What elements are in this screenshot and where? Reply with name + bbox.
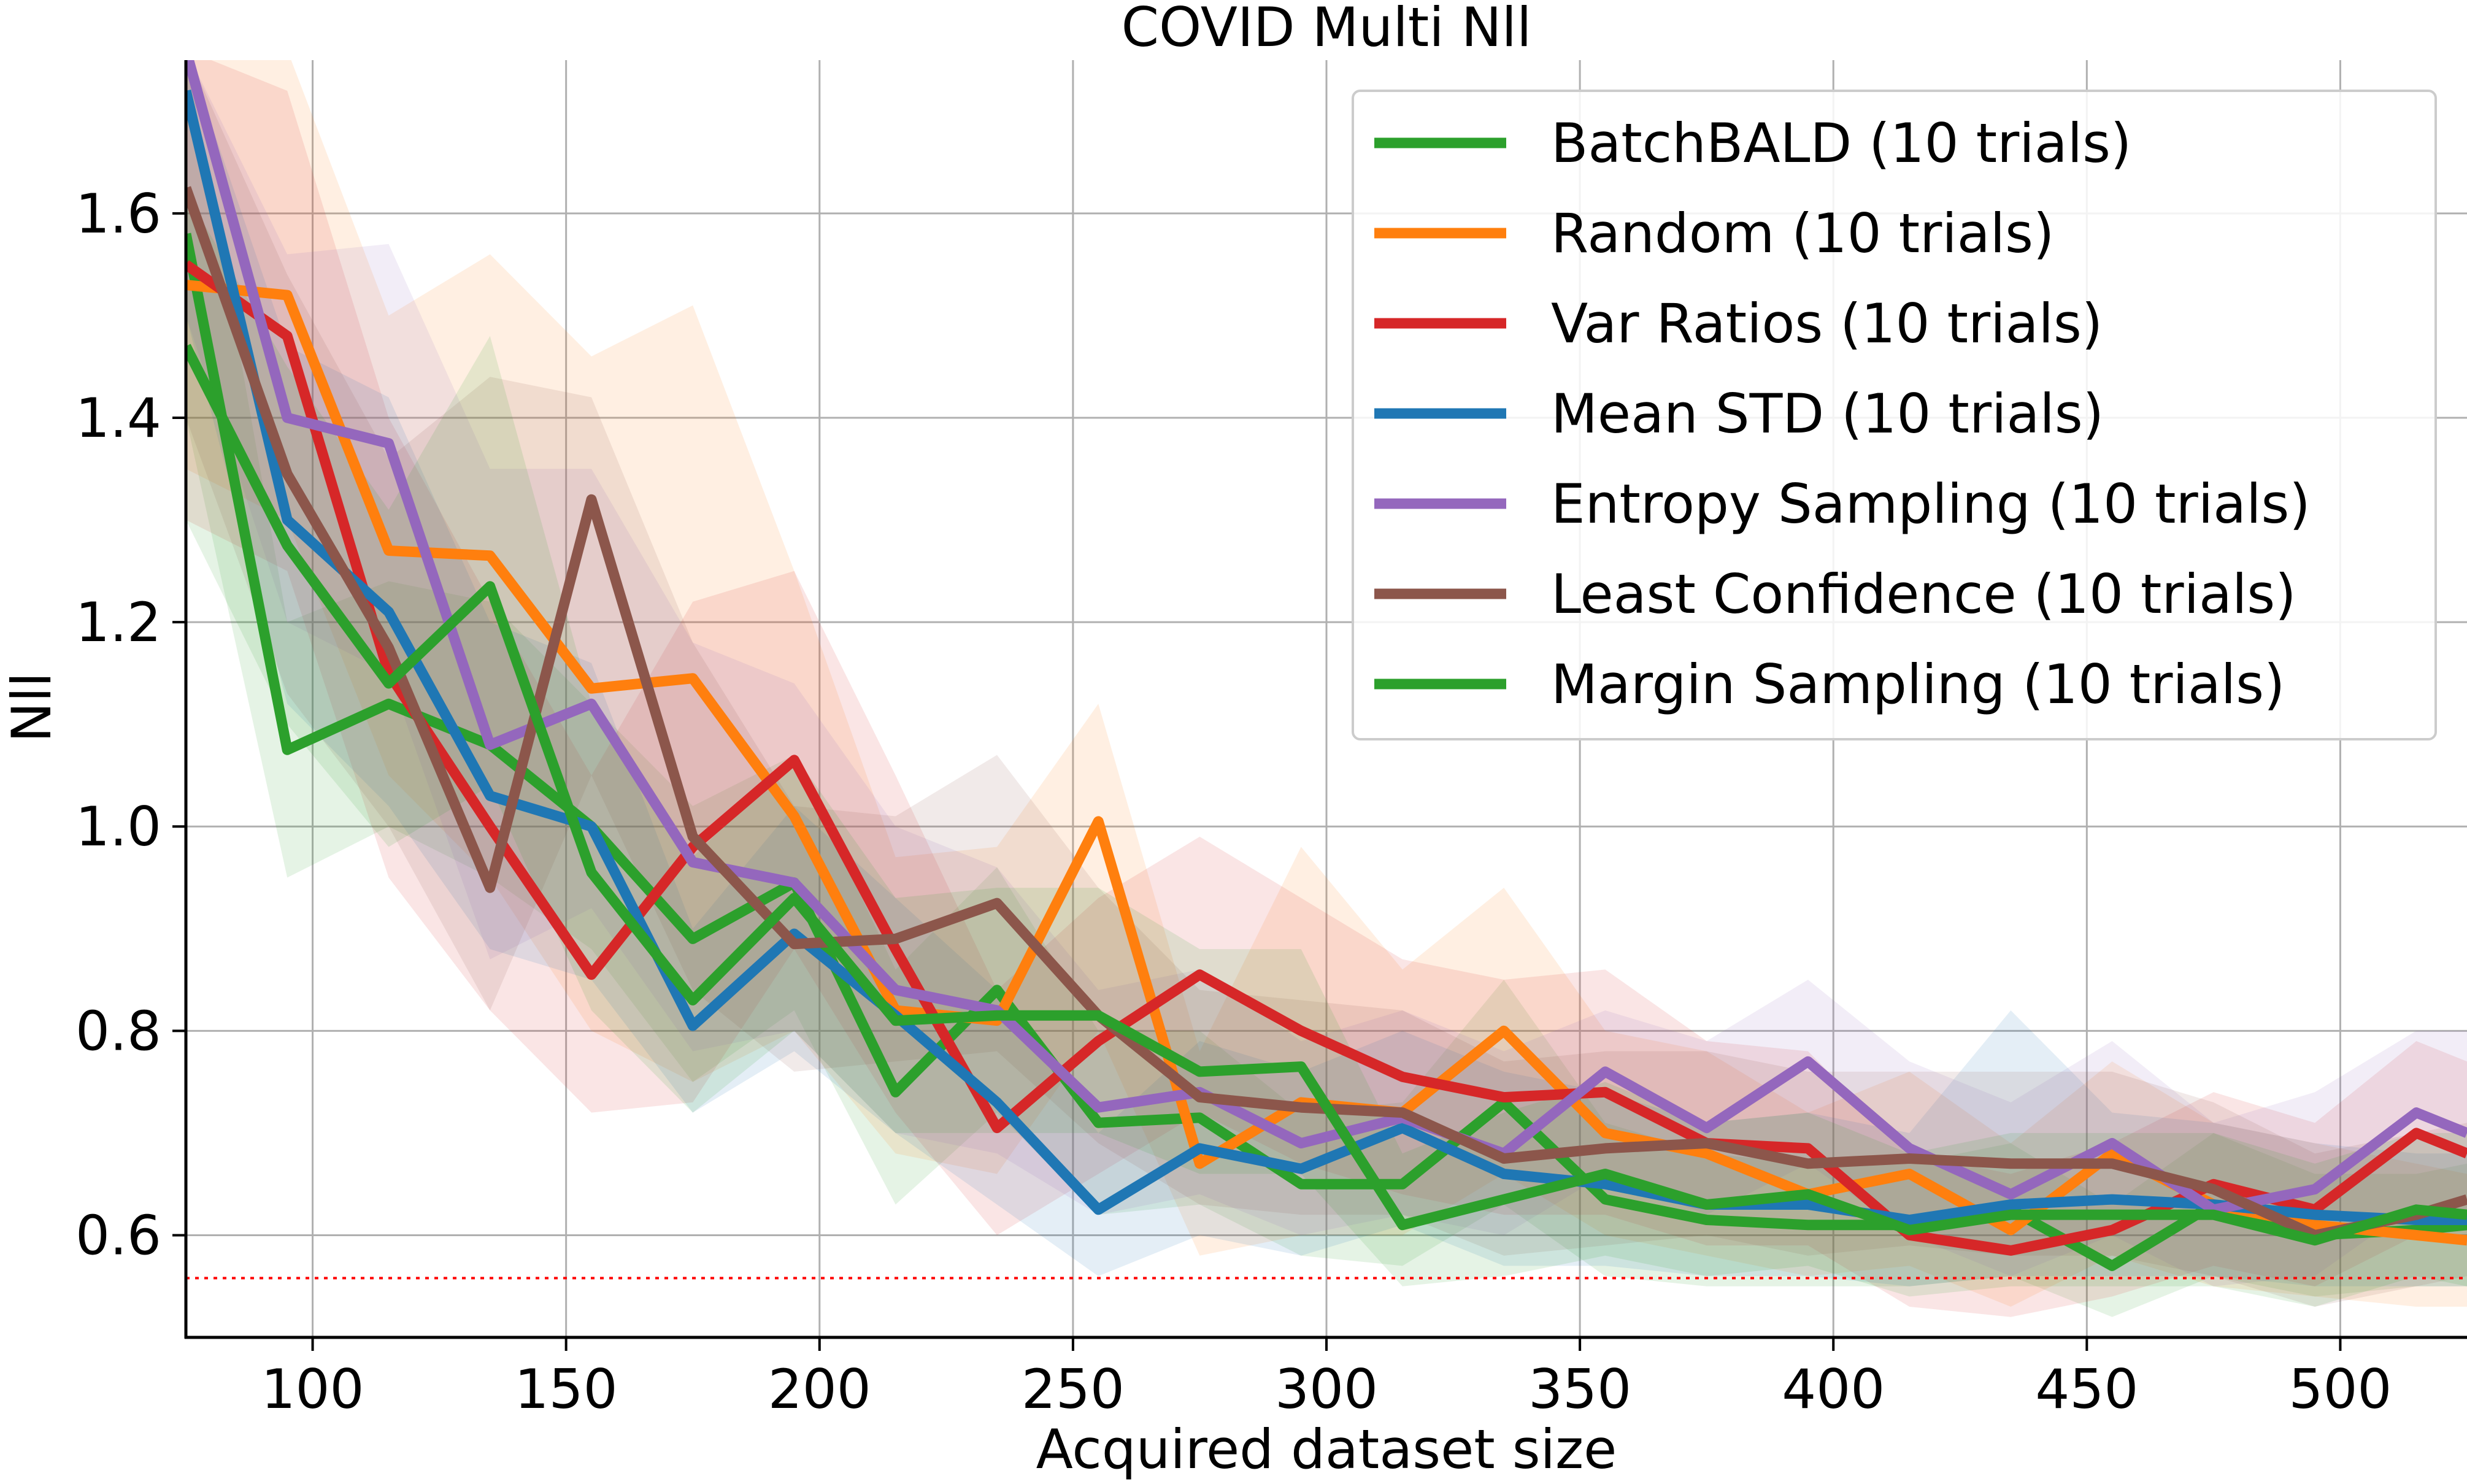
legend-label: Margin Sampling (10 trials) (1551, 653, 2285, 716)
confidence-band (186, 60, 2467, 1307)
x-tick-label: 500 (2288, 1358, 2392, 1421)
legend-label: Mean STD (10 trials) (1551, 382, 2104, 445)
confidence-band (186, 60, 2467, 1286)
confidence-bands (186, 60, 2467, 1317)
legend-label: Least Confidence (10 trials) (1551, 563, 2296, 626)
legend-label: BatchBALD (10 trials) (1551, 112, 2131, 175)
x-tick-label: 300 (1275, 1358, 1378, 1421)
x-tick-label: 100 (261, 1358, 364, 1421)
confidence-band (186, 60, 2467, 1317)
series-line (186, 344, 2467, 1246)
confidence-band (186, 60, 2467, 1317)
series-line (186, 186, 2467, 1240)
x-tick-label: 400 (1782, 1358, 1885, 1421)
x-tick-label: 200 (768, 1358, 871, 1421)
legend-frame (1352, 90, 2437, 740)
y-axis-label: Nll (0, 672, 63, 743)
x-axis-label: Acquired dataset size (1036, 1418, 1617, 1481)
y-tick-label: 1.4 (75, 386, 161, 450)
legend-label: Var Ratios (10 trials) (1551, 292, 2103, 355)
x-tick-label: 250 (1022, 1358, 1125, 1421)
y-tick-label: 1.0 (75, 795, 161, 858)
x-tick-label: 150 (515, 1358, 618, 1421)
chart-title: COVID Multi Nll (1122, 0, 1532, 59)
y-tick-label: 0.8 (75, 999, 161, 1063)
series-line (186, 60, 2467, 1215)
confidence-band (186, 193, 2467, 1307)
y-tick-label: 0.6 (75, 1204, 161, 1267)
y-ticks: 0.6 0.8 1.0 1.2 1.4 1.6 (75, 182, 186, 1267)
x-ticks: 100 150 200 250 300 350 400 450 500 (261, 1337, 2392, 1421)
x-tick-label: 450 (2035, 1358, 2138, 1421)
x-tick-label: 350 (1528, 1358, 1631, 1421)
legend-label: Random (10 trials) (1551, 202, 2054, 265)
series-lines (186, 60, 2467, 1271)
y-tick-label: 1.2 (75, 591, 161, 654)
series-line (186, 260, 2467, 1256)
legend: BatchBALD (10 trials) Random (10 trials) V… (1352, 90, 2437, 740)
y-tick-label: 1.6 (75, 182, 161, 245)
confidence-band (186, 60, 2467, 1307)
legend-label: Entropy Sampling (10 trials) (1551, 472, 2311, 536)
confidence-band (186, 60, 2467, 1286)
